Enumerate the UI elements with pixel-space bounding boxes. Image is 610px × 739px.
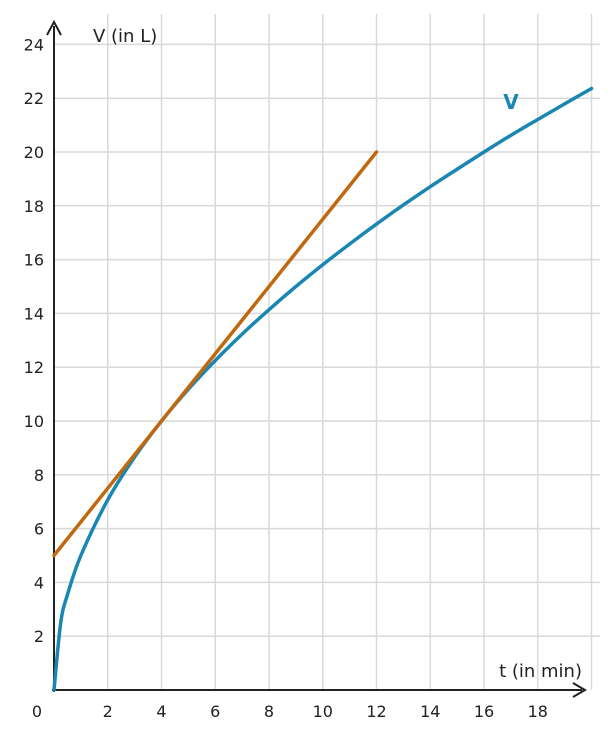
y-tick-label-4: 4 — [34, 573, 44, 592]
y-axis-arrow — [46, 19, 62, 36]
y-tick-label-14: 14 — [24, 304, 44, 323]
y-tick-label-8: 8 — [34, 466, 44, 485]
y-axis-label: V (in L) — [93, 26, 157, 47]
series-v-curve — [52, 86, 594, 692]
y-tick-label-24: 24 — [24, 35, 44, 54]
tangent-line — [52, 150, 379, 558]
y-tick-label-20: 20 — [24, 143, 44, 162]
x-tick-label-18: 18 — [528, 702, 548, 721]
y-tick-label-22: 22 — [24, 89, 44, 108]
x-axis-label: t (in min) — [499, 661, 582, 682]
origin-label: 0 — [32, 702, 42, 721]
y-tick-label-16: 16 — [24, 251, 44, 270]
x-tick-label-4: 4 — [156, 702, 166, 721]
x-tick-label-6: 6 — [210, 702, 220, 721]
curve-label-v: V — [503, 90, 519, 114]
series-group — [52, 86, 594, 692]
x-axis-arrow — [572, 682, 587, 698]
x-tick-label-16: 16 — [474, 702, 494, 721]
x-tick-label-12: 12 — [366, 702, 386, 721]
y-tick-label-12: 12 — [24, 358, 44, 377]
axes — [46, 19, 587, 698]
y-tick-label-2: 2 — [34, 627, 44, 646]
x-tick-label-2: 2 — [103, 702, 113, 721]
y-tick-label-6: 6 — [34, 520, 44, 539]
y-tick-label-10: 10 — [24, 412, 44, 431]
x-tick-label-8: 8 — [264, 702, 274, 721]
grid — [54, 14, 600, 690]
x-tick-label-10: 10 — [313, 702, 333, 721]
y-tick-label-18: 18 — [24, 197, 44, 216]
x-tick-label-14: 14 — [420, 702, 440, 721]
